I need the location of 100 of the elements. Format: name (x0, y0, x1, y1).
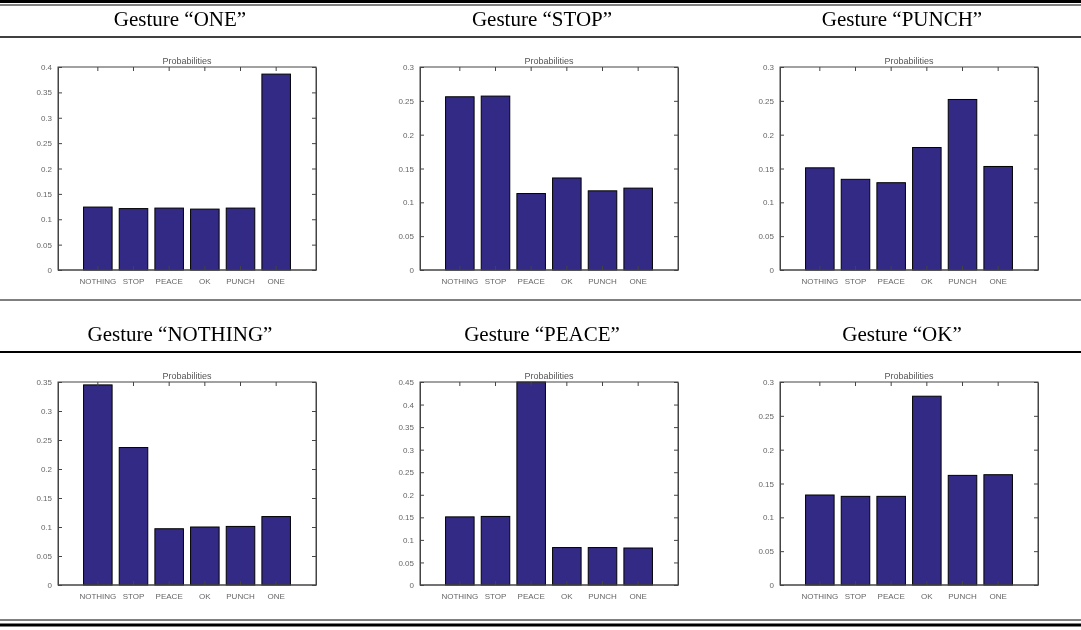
chart-subtitle: Probabilities (884, 371, 935, 381)
bar (805, 167, 835, 271)
y-tick-label: 0.1 (402, 535, 415, 545)
bar (947, 98, 978, 271)
chart-title: Gesture “PEACE” (463, 321, 621, 348)
x-tick-label: PEACE (877, 591, 905, 601)
x-tick-label: OK (921, 276, 934, 286)
bar (983, 165, 1013, 271)
x-tick-label: PUNCH (948, 276, 977, 286)
bar (225, 525, 256, 586)
x-tick-label: STOP (484, 276, 507, 286)
x-tick-label: OK (921, 591, 934, 601)
y-tick-label: 0.35 (36, 378, 53, 388)
y-tick-label: 0.2 (40, 465, 53, 475)
y-tick-label: 0.15 (758, 164, 775, 174)
x-tick-label: NOTHING (801, 591, 839, 601)
x-tick-label: OK (561, 276, 574, 286)
bar (190, 208, 220, 271)
x-tick-label: ONE (629, 276, 647, 286)
y-tick-label: 0.25 (398, 96, 415, 106)
x-tick-label: STOP (122, 276, 145, 286)
y-tick-label: 0.3 (762, 63, 775, 73)
chart-subtitle: Probabilities (162, 56, 213, 66)
x-tick-label: STOP (844, 276, 867, 286)
bar (805, 494, 835, 586)
chart-subtitle: Probabilities (524, 371, 575, 381)
chart-subtitle: Probabilities (884, 56, 935, 66)
y-tick-label: 0.4 (402, 400, 415, 410)
x-tick-label: PUNCH (226, 276, 255, 286)
bar (154, 528, 184, 586)
bar (587, 190, 618, 271)
y-tick-label: 0.25 (758, 411, 775, 421)
chart-title: Gesture “PUNCH” (820, 6, 984, 33)
y-tick-label: 0.1 (402, 198, 415, 208)
bar (552, 547, 582, 586)
y-tick-label: 0.1 (762, 198, 775, 208)
y-tick-label: 0.25 (36, 139, 53, 149)
chart-subtitle: Probabilities (162, 371, 213, 381)
chart-title: Gesture “STOP” (470, 6, 614, 33)
y-tick-label: 0.2 (402, 490, 415, 500)
y-tick-label: 0.3 (402, 445, 415, 455)
y-tick-label: 0.35 (398, 423, 415, 433)
bar (190, 526, 220, 586)
chart-subtitle: Probabilities (524, 56, 575, 66)
y-tick-label: 0.05 (398, 232, 415, 242)
bar (480, 515, 511, 586)
bar (445, 96, 475, 271)
y-tick-label: 0.15 (36, 189, 53, 199)
bar (261, 73, 291, 271)
y-tick-label: 0 (47, 266, 53, 276)
y-tick-label: 0 (769, 581, 775, 591)
y-tick-label: 0.1 (40, 523, 53, 533)
x-tick-label: ONE (989, 591, 1007, 601)
y-tick-label: 0 (409, 266, 415, 276)
x-tick-label: NOTHING (441, 591, 479, 601)
y-tick-label: 0.15 (398, 513, 415, 523)
bar (154, 207, 184, 271)
x-tick-label: PUNCH (226, 591, 255, 601)
x-tick-label: NOTHING (79, 591, 117, 601)
bar (552, 177, 582, 271)
x-tick-label: ONE (629, 591, 647, 601)
y-tick-label: 0.3 (40, 113, 53, 123)
y-tick-label: 0.3 (762, 378, 775, 388)
x-tick-label: PEACE (517, 276, 545, 286)
y-tick-label: 0 (769, 266, 775, 276)
bar (587, 547, 618, 586)
x-tick-label: ONE (267, 276, 285, 286)
y-tick-label: 0.15 (398, 164, 415, 174)
y-tick-label: 0.15 (758, 479, 775, 489)
x-tick-label: PUNCH (588, 276, 617, 286)
y-tick-label: 0.2 (402, 130, 415, 140)
x-tick-label: NOTHING (801, 276, 839, 286)
bar (445, 516, 475, 586)
chart-title: Gesture “OK” (841, 321, 963, 348)
y-tick-label: 0.3 (40, 407, 53, 417)
bar (876, 495, 906, 586)
x-tick-label: PEACE (517, 591, 545, 601)
y-tick-label: 0.2 (40, 164, 53, 174)
y-tick-label: 0.2 (762, 445, 775, 455)
y-tick-label: 0.25 (758, 96, 775, 106)
y-tick-label: 0.1 (762, 513, 775, 523)
bar (118, 447, 149, 586)
bar (261, 516, 291, 586)
y-tick-label: 0.35 (36, 88, 53, 98)
x-tick-label: OK (199, 276, 212, 286)
x-tick-label: NOTHING (441, 276, 479, 286)
y-tick-label: 0 (409, 581, 415, 591)
bar (912, 395, 942, 586)
bar (516, 381, 546, 586)
y-tick-label: 0.45 (398, 378, 415, 388)
y-tick-label: 0.1 (40, 215, 53, 225)
bar (983, 474, 1013, 586)
bar (876, 182, 906, 271)
x-tick-label: PUNCH (948, 591, 977, 601)
x-tick-label: NOTHING (79, 276, 117, 286)
x-tick-label: PEACE (155, 591, 183, 601)
bar (118, 208, 149, 271)
y-tick-label: 0 (47, 581, 53, 591)
y-tick-label: 0.05 (36, 240, 53, 250)
bar (83, 384, 113, 586)
